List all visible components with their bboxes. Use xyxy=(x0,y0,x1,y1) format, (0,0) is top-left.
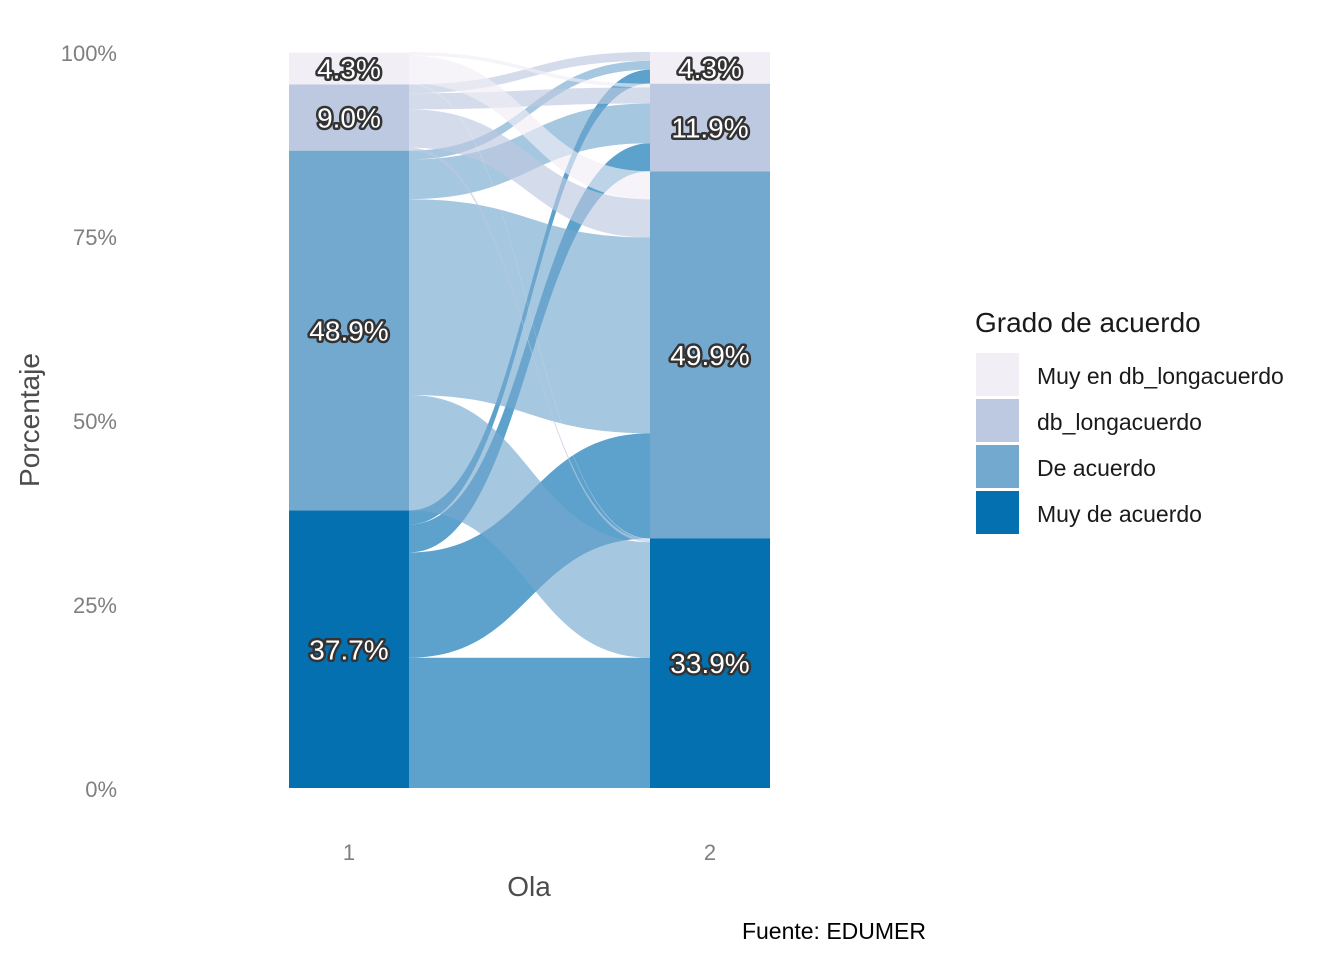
bar-label-ola-2-muy-en-db-longacuerdo: 4.3% xyxy=(678,53,742,84)
y-tick-label-50: 50% xyxy=(73,409,117,434)
bar-label-ola-1-de-acuerdo: 48.9% xyxy=(309,316,388,347)
legend-key-de-acuerdo xyxy=(976,445,1019,488)
bar-label-ola-2-muy-de-acuerdo: 33.9% xyxy=(670,648,749,679)
legend-title: Grado de acuerdo xyxy=(975,307,1201,338)
x-axis-title: Ola xyxy=(507,871,551,902)
y-axis: 0% 25% 50% 75% 100% Porcentaje xyxy=(14,41,117,802)
y-tick-label-0: 0% xyxy=(85,777,117,802)
stratum-ola-1-muy-en-db-longacuerdo xyxy=(289,52,409,85)
legend-key-desacuerdo xyxy=(976,399,1019,442)
bar-label-ola-1-muy-en-db-longacuerdo: 4.3% xyxy=(317,54,381,85)
legend-label-desacuerdo: db_longacuerdo xyxy=(1037,409,1202,435)
flow-de-acuerdo-to-de-acuerdo xyxy=(409,199,650,434)
x-tick-label-1: 1 xyxy=(343,840,355,865)
flow-muy-en-db-longacuerdo-to-muy-de-acuerdo xyxy=(409,83,650,540)
legend-label-muy-de-acuerdo: Muy de acuerdo xyxy=(1037,501,1202,527)
y-tick-label-25: 25% xyxy=(73,593,117,618)
legend: Grado de acuerdo Muy en db_longacuerdo d… xyxy=(975,307,1284,534)
flow-db-longacuerdo-to-de-acuerdo xyxy=(409,109,650,238)
flow-de-acuerdo-to-db-longacuerdo xyxy=(409,103,650,200)
x-axis: 1 2 Ola xyxy=(343,840,716,902)
stratum-ola-2-muy-de-acuerdo xyxy=(650,538,770,788)
bar-label-ola-1-muy-de-acuerdo: 37.7% xyxy=(309,634,388,665)
legend-key-muy-en-desacuerdo xyxy=(976,353,1019,396)
caption-source: Fuente: EDUMER xyxy=(742,918,926,944)
legend-label-muy-en-desacuerdo: Muy en db_longacuerdo xyxy=(1037,363,1284,389)
bar-label-ola-2-db-longacuerdo: 11.9% xyxy=(671,112,748,143)
legend-key-muy-de-acuerdo xyxy=(976,491,1019,534)
stratum-ola-2-muy-en-db-longacuerdo xyxy=(650,52,770,84)
flow-db-longacuerdo-to-muy-de-acuerdo xyxy=(409,147,650,543)
flow-de-acuerdo-to-muy-de-acuerdo xyxy=(409,394,650,658)
flows-layer xyxy=(409,52,650,788)
flow-muy-en-db-longacuerdo-to-db-longacuerdo xyxy=(409,52,650,88)
flow-muy-de-acuerdo-to-muy-de-acuerdo xyxy=(409,657,650,788)
bar-label-ola-2-de-acuerdo: 49.9% xyxy=(670,340,749,371)
flow-de-acuerdo-to-muy-en-db-longacuerdo xyxy=(409,60,650,160)
y-tick-label-75: 75% xyxy=(73,225,117,250)
stratum-ola-1-de-acuerdo xyxy=(289,150,409,511)
stratum-ola-1-db-longacuerdo xyxy=(289,84,409,151)
y-tick-label-100: 100% xyxy=(61,41,117,66)
stratum-ola-2-de-acuerdo xyxy=(650,171,770,539)
stratum-ola-1-muy-de-acuerdo xyxy=(289,510,409,788)
bar-label-ola-1-db-longacuerdo: 9.0% xyxy=(317,103,381,134)
bar-labels-layer: 37.7% 48.9% 9.0% 4.3% 33.9% 49.9% 11.9% 4.3% xyxy=(307,50,752,681)
bars-layer xyxy=(289,52,770,788)
x-tick-label-2: 2 xyxy=(704,840,716,865)
legend-label-de-acuerdo: De acuerdo xyxy=(1037,455,1156,481)
y-axis-title: Porcentaje xyxy=(14,353,45,487)
flow-muy-en-db-longacuerdo-to-de-acuerdo xyxy=(409,55,650,200)
stratum-ola-2-db-longacuerdo xyxy=(650,83,770,172)
